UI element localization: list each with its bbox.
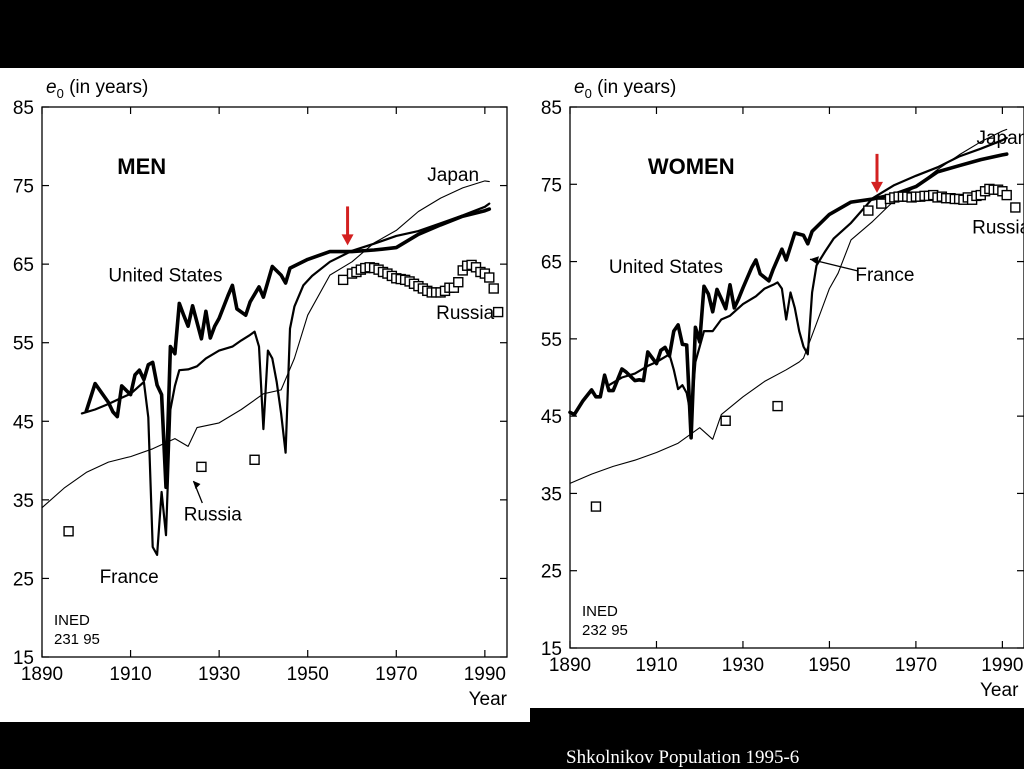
x-tick-label: 1990 (981, 655, 1023, 676)
y-axis-label-text: (in years) (64, 77, 148, 98)
series-label-united-states: United States (108, 265, 222, 286)
red-arrow-head (870, 181, 883, 193)
series-label-russia: Russia (184, 504, 243, 525)
y-tick-label: 45 (13, 412, 34, 433)
series-label-russia: Russia (972, 218, 1024, 239)
russia-marker (63, 526, 74, 537)
women-chart: 15 25 35 45 55 65 75 85 1890 1910 1930 1950 1970 1990… (541, 77, 1024, 701)
y-tick-label: 35 (13, 491, 34, 512)
series-label-japan: Japan (976, 128, 1024, 149)
source-note-line: 231 95 (54, 631, 100, 648)
series-label-russia: Russia (436, 303, 495, 324)
russia-marker (492, 306, 504, 318)
series-label-japan: Japan (427, 165, 479, 186)
y-axis-label-text: (in years) (592, 77, 676, 98)
series-line-united-states (84, 207, 492, 490)
series-label-france: France (100, 567, 159, 588)
source-note-line: INED (582, 603, 618, 620)
chart-title: MEN (117, 154, 166, 179)
slide-caption: Shkolnikov Population 1995-6 (566, 747, 800, 768)
women-chart-panel: 15 25 35 45 55 65 75 85 1890 1910 1930 1950 1970 1990… (530, 68, 1024, 708)
x-tick-label: 1950 (808, 655, 850, 676)
series-label-france: France (855, 265, 914, 286)
x-tick-label: 1890 (21, 664, 63, 685)
y-tick-label: 15 (13, 648, 34, 669)
y-tick-label: 25 (13, 569, 34, 590)
x-tick-label: 1890 (549, 655, 591, 676)
series-line-japan (41, 180, 490, 509)
russia-marker (876, 198, 887, 209)
source-note-line: 232 95 (582, 622, 628, 639)
series-line-united-states (568, 152, 1009, 440)
y-tick-label: 55 (541, 330, 562, 351)
series-line-france (607, 136, 1008, 418)
y-tick-label: 85 (13, 98, 34, 119)
y-tick-label: 55 (13, 334, 34, 355)
y-tick-label: 65 (13, 255, 34, 276)
y-axis-label-subscript: 0 (585, 86, 592, 101)
plot-frame (569, 106, 1024, 649)
y-tick-label: 75 (541, 175, 562, 196)
russia-marker (1010, 202, 1021, 213)
x-tick-label: 1970 (895, 655, 937, 676)
source-note-line: INED (54, 612, 90, 629)
y-axis-label-subscript: 0 (57, 86, 64, 101)
y-tick-label: 45 (541, 407, 562, 428)
y-tick-label: 65 (541, 253, 562, 274)
series-label-united-states: United States (609, 257, 723, 278)
x-tick-label: 1970 (375, 664, 417, 685)
plot-frame (41, 106, 508, 658)
x-tick-label: 1930 (198, 664, 240, 685)
russia-marker (337, 274, 349, 286)
y-axis-label-symbol: e (574, 77, 585, 98)
russia-marker (1001, 189, 1012, 201)
russia-marker (196, 461, 207, 473)
red-arrow-head (341, 234, 354, 246)
chart-title: WOMEN (648, 154, 735, 179)
russia-marker (590, 501, 602, 512)
russia-marker (720, 415, 731, 426)
x-tick-label: 1910 (635, 655, 677, 676)
y-axis-label: e0 (in years) (46, 77, 148, 101)
x-tick-label: 1950 (287, 664, 329, 685)
y-tick-label: 25 (541, 562, 562, 583)
russia-marker (484, 272, 495, 283)
x-axis-label: Year (469, 689, 508, 710)
russia-marker (453, 277, 464, 288)
russia-marker (249, 454, 260, 465)
x-tick-label: 1910 (109, 664, 151, 685)
x-tick-label: 1930 (722, 655, 764, 676)
men-chart-panel: 15 25 35 45 55 65 75 85 1890 1910 1930 1950 1970 1990… (0, 68, 530, 722)
y-axis-label: e0 (in years) (574, 77, 676, 101)
russia-marker (772, 400, 783, 412)
y-tick-label: 75 (13, 177, 34, 198)
y-axis-label-symbol: e (46, 77, 57, 98)
russia-marker (863, 205, 874, 216)
russia-pointer-head (193, 481, 201, 489)
france-pointer-line (809, 258, 858, 272)
x-axis-label: Year (980, 680, 1019, 701)
men-chart: 15 25 35 45 55 65 75 85 1890 1910 1930 1950 1970 1990… (13, 77, 508, 710)
y-tick-label: 15 (541, 639, 562, 660)
russia-marker (488, 283, 499, 294)
y-tick-label: 85 (541, 98, 562, 119)
y-tick-label: 35 (541, 484, 562, 505)
x-tick-label: 1990 (464, 664, 506, 685)
france-pointer-head (809, 256, 819, 265)
